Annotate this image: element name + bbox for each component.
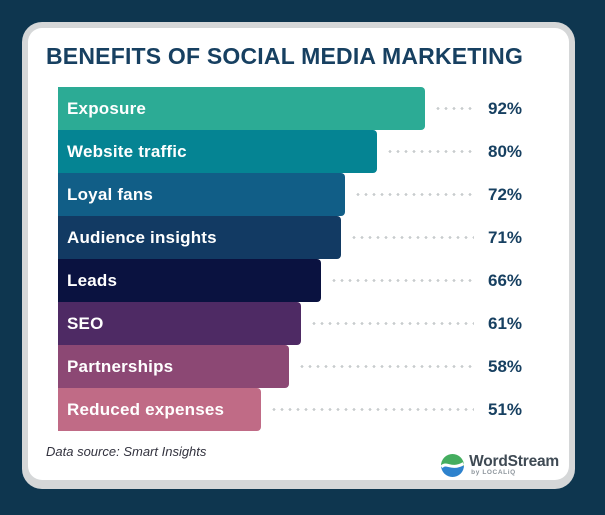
bar-label: Partnerships — [67, 356, 174, 376]
dotted-leader — [350, 236, 474, 239]
bar-partnerships: Partnerships — [58, 345, 289, 388]
logo-subtitle: by LOCALiQ — [471, 469, 516, 476]
dotted-leader — [330, 279, 474, 282]
card-inner: BENEFITS OF SOCIAL MEDIA MARKETING Expos… — [28, 28, 569, 480]
chart-title: BENEFITS OF SOCIAL MEDIA MARKETING — [46, 43, 524, 69]
value-label: 92% — [488, 98, 523, 118]
dotted-leader — [354, 193, 474, 196]
bar-row-reduced-expenses: Reduced expenses 51% — [58, 388, 524, 431]
value-label: 66% — [488, 270, 523, 290]
bar-label: Audience insights — [67, 227, 217, 247]
value-label: 61% — [488, 313, 523, 333]
bar-label: Leads — [67, 270, 118, 290]
dotted-leader — [434, 107, 474, 110]
bar-reduced-expenses: Reduced expenses — [58, 388, 261, 431]
bar-row-website-traffic: Website traffic 80% — [58, 130, 524, 173]
bar-row-seo: SEO 61% — [58, 302, 524, 345]
bar-exposure: Exposure — [58, 87, 425, 130]
value-label: 72% — [488, 184, 523, 204]
value-label: 58% — [488, 356, 523, 376]
data-source-note: Data source: Smart Insights — [46, 444, 207, 459]
bar-audience-insights: Audience insights — [58, 216, 341, 259]
dotted-leader — [310, 322, 474, 325]
bar-seo: SEO — [58, 302, 301, 345]
bar-label: Loyal fans — [67, 184, 154, 204]
logo-text-block: WordStream by LOCALiQ — [469, 454, 559, 477]
bar-label: SEO — [67, 313, 104, 333]
bar-leads: Leads — [58, 259, 321, 302]
bar-row-exposure: Exposure 92% — [58, 87, 524, 130]
value-label: 80% — [488, 141, 523, 161]
logo-name: WordStream — [469, 453, 559, 470]
bar-row-partnerships: Partnerships 58% — [58, 345, 524, 388]
bar-row-leads: Leads 66% — [58, 259, 524, 302]
bar-label: Website traffic — [67, 141, 187, 161]
bar-chart: Exposure 92% Website traffic 80% Loyal f… — [58, 87, 524, 431]
dotted-leader — [270, 408, 474, 411]
bar-loyal-fans: Loyal fans — [58, 173, 345, 216]
value-label: 51% — [488, 399, 523, 419]
dotted-leader — [298, 365, 474, 368]
infographic-card: BENEFITS OF SOCIAL MEDIA MARKETING Expos… — [22, 22, 575, 489]
bar-row-audience-insights: Audience insights 71% — [58, 216, 524, 259]
wordstream-logo: WordStream by LOCALiQ — [441, 454, 559, 477]
bar-label: Exposure — [67, 98, 147, 118]
value-label: 71% — [488, 227, 523, 247]
bar-label: Reduced expenses — [67, 399, 225, 419]
wordstream-wave-icon — [441, 454, 465, 477]
bar-website-traffic: Website traffic — [58, 130, 377, 173]
dotted-leader — [386, 150, 474, 153]
bar-row-loyal-fans: Loyal fans 72% — [58, 173, 524, 216]
